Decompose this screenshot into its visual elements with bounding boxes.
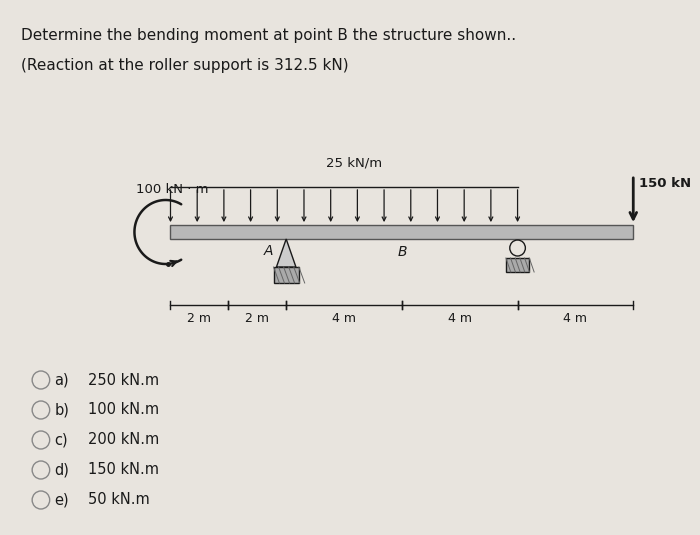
Text: A: A <box>264 244 274 258</box>
Text: 2 m: 2 m <box>245 312 270 325</box>
Text: 150 kN.m: 150 kN.m <box>88 462 159 478</box>
Text: 100 kN.m: 100 kN.m <box>88 402 159 417</box>
Text: 25 kN/m: 25 kN/m <box>326 156 382 169</box>
Text: 200 kN.m: 200 kN.m <box>88 432 159 447</box>
Text: 4 m: 4 m <box>564 312 587 325</box>
Text: (Reaction at the roller support is 312.5 kN): (Reaction at the roller support is 312.5… <box>22 58 349 73</box>
Text: 250 kN.m: 250 kN.m <box>88 372 159 387</box>
Text: 2 m: 2 m <box>188 312 211 325</box>
Text: 4 m: 4 m <box>448 312 472 325</box>
Bar <box>171 225 634 239</box>
Text: B: B <box>397 245 407 259</box>
Polygon shape <box>276 239 296 267</box>
Bar <box>506 258 529 272</box>
Text: 4 m: 4 m <box>332 312 356 325</box>
Text: 100 kN · m: 100 kN · m <box>136 183 209 196</box>
Text: Determine the bending moment at point B the structure shown..: Determine the bending moment at point B … <box>22 28 517 43</box>
Text: 50 kN.m: 50 kN.m <box>88 493 149 508</box>
Text: a): a) <box>55 372 69 387</box>
Text: 150 kN: 150 kN <box>639 177 691 189</box>
Text: b): b) <box>55 402 69 417</box>
Text: c): c) <box>55 432 68 447</box>
Text: d): d) <box>55 462 69 478</box>
Bar <box>274 267 299 283</box>
Text: e): e) <box>55 493 69 508</box>
